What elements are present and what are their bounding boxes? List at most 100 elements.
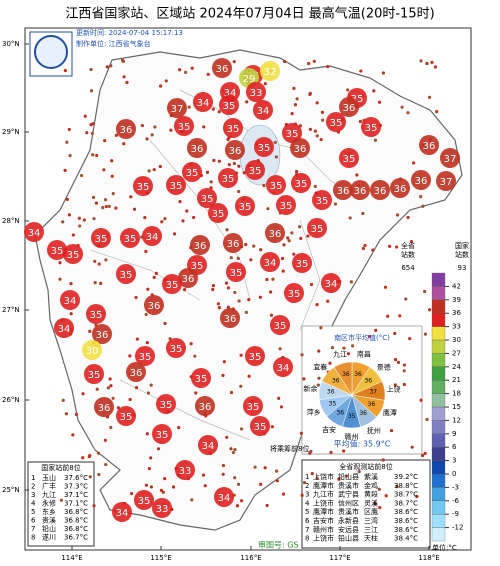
station-marker — [135, 346, 155, 366]
station-dot — [93, 259, 97, 263]
station-value: 36 — [227, 239, 240, 250]
station-dot — [107, 204, 111, 209]
lat-label: 25°N — [2, 486, 20, 494]
station-dot — [277, 396, 281, 400]
station-dot — [404, 297, 408, 301]
colorbar-label: 30 — [452, 336, 461, 344]
station-value: 37 — [444, 154, 457, 165]
legend-cell: 38.8°C — [394, 482, 418, 490]
station-value: 35 — [124, 234, 137, 245]
station-marker — [198, 435, 218, 455]
station-marker — [339, 97, 359, 117]
station-dot — [330, 346, 335, 350]
legend-cell: 5 — [305, 508, 309, 516]
station-marker — [152, 424, 172, 444]
station-dot — [373, 138, 378, 142]
station-dot — [146, 391, 151, 395]
count-label: 站数 — [401, 250, 415, 259]
station-value: 35 — [230, 268, 243, 279]
station-marker — [84, 364, 104, 384]
pie-value: 36 — [354, 371, 362, 378]
station-dot — [425, 61, 429, 66]
station-dot — [161, 490, 165, 494]
station-value: 36 — [374, 186, 387, 197]
station-dot — [182, 288, 187, 292]
station-dot — [271, 277, 275, 281]
station-dot — [235, 504, 240, 508]
station-marker — [92, 324, 112, 344]
legend-cell: 38.6°C — [394, 526, 418, 534]
station-value: 36 — [98, 403, 111, 414]
station-dot — [292, 252, 296, 256]
station-dot — [371, 248, 375, 252]
station-dot — [415, 494, 419, 499]
colorbar-label: 3 — [452, 457, 456, 465]
station-dot — [74, 412, 79, 416]
station-dot — [346, 88, 350, 92]
station-dot — [82, 218, 86, 222]
station-dot — [237, 299, 241, 303]
station-marker — [235, 196, 255, 216]
pie-name: 抚州 — [367, 426, 381, 435]
station-dot — [367, 334, 372, 339]
station-dot — [374, 328, 378, 332]
station-value: 35 — [195, 374, 208, 385]
station-dot — [68, 154, 72, 158]
station-dot — [265, 503, 269, 508]
legend-cell: 灵溪 — [364, 498, 378, 507]
station-dot — [280, 256, 285, 261]
legend-cell: 信州区 — [338, 498, 359, 507]
station-dot — [190, 66, 194, 70]
station-dot — [67, 127, 71, 132]
colorbar-band — [431, 272, 446, 287]
station-dot — [373, 501, 377, 505]
station-marker — [166, 338, 186, 358]
colorbar-band — [431, 380, 446, 394]
station-value: 36 — [415, 176, 428, 187]
station-dot — [232, 60, 236, 64]
station-value: 36 — [199, 402, 212, 413]
colorbar-band — [431, 339, 446, 354]
station-marker — [24, 222, 44, 242]
station-marker — [47, 240, 67, 260]
station-value: 35 — [178, 122, 191, 133]
station-value: 36 — [216, 64, 229, 75]
station-value: 35 — [139, 352, 152, 363]
station-value: 35 — [156, 430, 169, 441]
station-marker — [225, 140, 245, 160]
station-dot — [321, 118, 325, 122]
station-dot — [430, 60, 434, 64]
station-value: 35 — [222, 174, 235, 185]
station-dot — [357, 470, 361, 474]
legend-cell: 37.1°C — [64, 491, 88, 499]
station-marker — [291, 173, 311, 193]
station-dot — [274, 155, 278, 159]
station-dot — [344, 474, 349, 478]
station-dot — [308, 91, 312, 96]
station-dot — [233, 476, 237, 480]
station-dot — [275, 469, 279, 473]
station-dot — [153, 125, 157, 129]
lon-label: 115°E — [150, 554, 171, 562]
legend-cell: 九江 — [42, 490, 56, 499]
colorbar-label: 39 — [452, 296, 461, 304]
station-dot — [158, 164, 162, 169]
station-dot — [96, 451, 101, 455]
station-dot — [202, 125, 206, 129]
station-dot — [302, 377, 306, 381]
colorbar-label: -12 — [452, 524, 463, 532]
station-dot — [282, 59, 287, 64]
legend-cell: 38.4°C — [394, 535, 418, 543]
station-dot — [71, 233, 75, 237]
station-dot — [217, 159, 221, 163]
station-dot — [224, 281, 229, 285]
station-dot — [396, 360, 401, 364]
station-dot — [273, 140, 277, 145]
station-dot — [149, 383, 153, 387]
station-marker — [333, 180, 353, 200]
station-dot — [221, 463, 226, 468]
station-dot — [221, 472, 225, 476]
station-value: 35 — [365, 123, 378, 134]
colorbar-label: -9 — [452, 510, 459, 518]
station-value: 36 — [182, 274, 195, 285]
